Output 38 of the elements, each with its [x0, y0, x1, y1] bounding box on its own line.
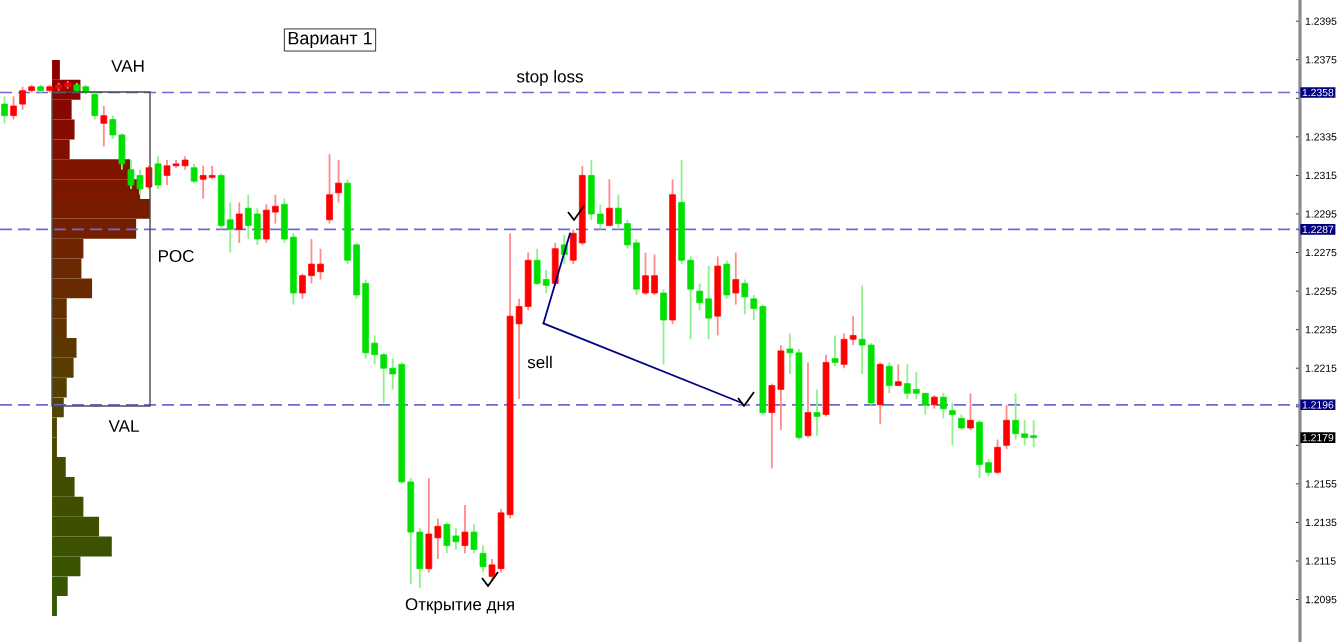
candlestick: [949, 402, 956, 447]
candlestick: [1003, 403, 1010, 451]
candlestick: [606, 178, 613, 227]
candlestick: [100, 105, 108, 148]
candlestick: [813, 388, 821, 437]
candlestick: [967, 392, 974, 431]
annotation: Открытие дня: [405, 598, 514, 614]
annotation: VAL: [108, 420, 139, 432]
candlestick: [479, 544, 487, 574]
candlestick: [894, 363, 902, 387]
annotation: POC: [158, 249, 194, 262]
candlestick: [326, 153, 333, 225]
candlestick: [885, 361, 893, 395]
candlestick: [253, 207, 261, 246]
candlestick: [542, 268, 550, 294]
candlestick: [425, 477, 433, 574]
candlestick: [91, 89, 99, 121]
candlestick: [190, 162, 198, 185]
annotation: VAH: [111, 60, 144, 72]
candlestick: [732, 251, 740, 306]
candlestick: [876, 361, 884, 426]
candlestick: [660, 288, 667, 366]
candlestick: [741, 278, 749, 316]
candlestick: [940, 392, 947, 420]
annotation: sell: [527, 355, 552, 369]
candlestick: [154, 155, 162, 190]
annotation: stop loss: [516, 70, 583, 86]
candlestick: [994, 438, 1001, 476]
text: Вариант 1: [288, 31, 372, 49]
candlestick: [335, 159, 342, 204]
candlestick: [10, 95, 17, 121]
candlestick: [461, 504, 469, 555]
candlestick: [470, 523, 478, 555]
candlestick: [1, 95, 8, 125]
candlestick: [235, 201, 243, 244]
candlestick: [804, 361, 812, 439]
candlestick: [723, 259, 731, 300]
candlestick: [831, 334, 839, 368]
